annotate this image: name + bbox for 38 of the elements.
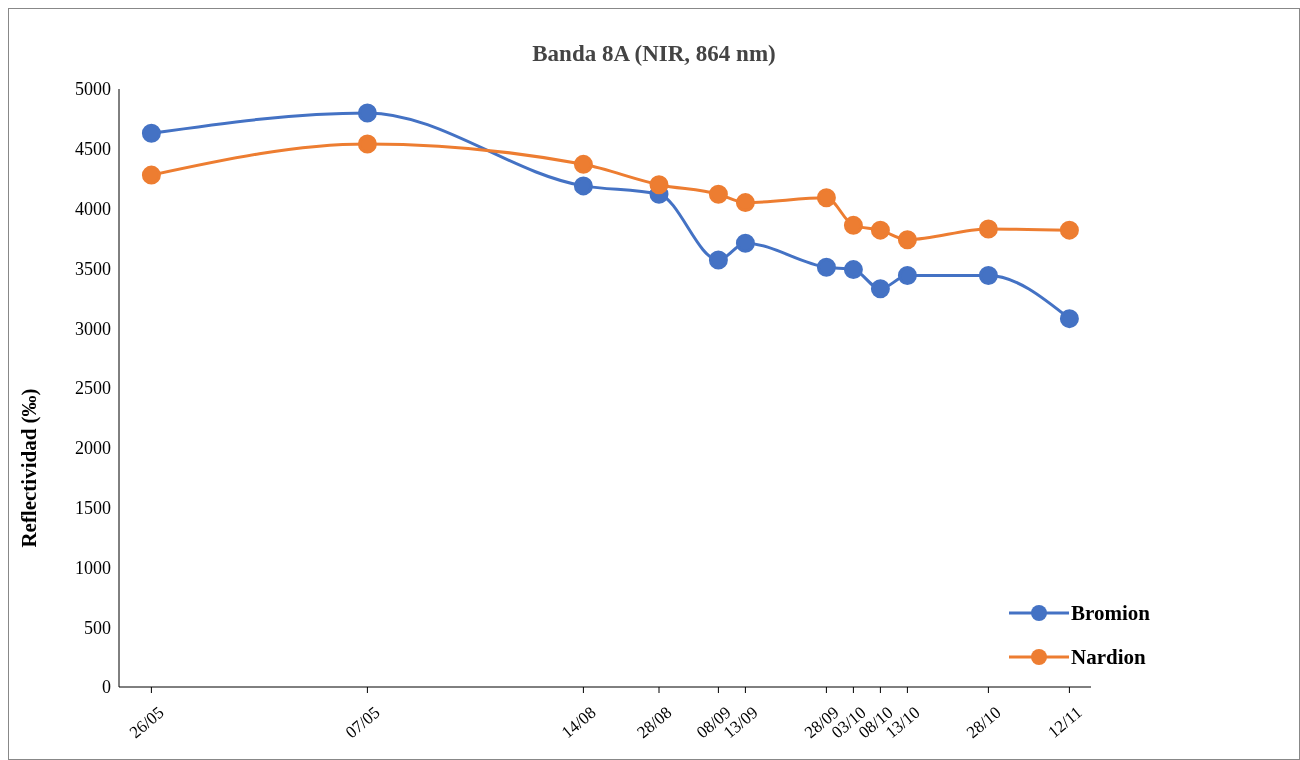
point <box>978 266 998 286</box>
point <box>141 165 161 185</box>
point <box>870 220 890 240</box>
point <box>735 233 755 253</box>
y-tick-label: 2500 <box>75 378 111 399</box>
point <box>141 123 161 143</box>
point <box>649 175 669 195</box>
point <box>1059 220 1079 240</box>
y-tick-label: 4000 <box>75 198 111 219</box>
point <box>897 266 917 286</box>
point <box>1059 309 1079 329</box>
y-tick-label: 500 <box>84 617 111 638</box>
y-tick-label: 1500 <box>75 497 111 518</box>
y-tick-label: 3000 <box>75 318 111 339</box>
legend-label: Nardion <box>1071 644 1146 670</box>
point <box>573 154 593 174</box>
point <box>843 215 863 235</box>
point <box>357 134 377 154</box>
point <box>816 188 836 208</box>
point <box>708 250 728 270</box>
point <box>357 103 377 123</box>
point <box>843 260 863 280</box>
legend-label: Bromion <box>1071 600 1150 626</box>
y-tick-label: 3500 <box>75 258 111 279</box>
y-tick-label: 4500 <box>75 139 111 160</box>
point <box>897 230 917 250</box>
point <box>708 184 728 204</box>
chart-title: Banda 8A (NIR, 864 nm) <box>531 41 777 67</box>
point <box>573 176 593 196</box>
y-tick-label: 5000 <box>75 79 111 100</box>
y-axis-title: Reflectividad (‰) <box>17 388 42 548</box>
y-tick-label: 0 <box>102 677 111 698</box>
y-tick-label: 2000 <box>75 438 111 459</box>
point <box>816 257 836 277</box>
point <box>735 193 755 213</box>
y-tick-label: 1000 <box>75 557 111 578</box>
point <box>978 219 998 239</box>
point <box>870 279 890 299</box>
